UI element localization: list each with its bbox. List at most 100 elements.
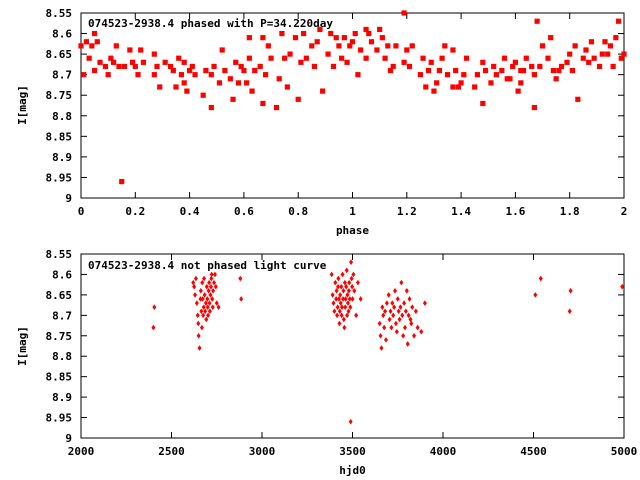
data-point xyxy=(381,312,386,319)
data-point xyxy=(205,296,210,302)
data-point xyxy=(382,55,388,61)
data-point xyxy=(395,296,400,302)
data-point xyxy=(352,30,358,37)
data-point xyxy=(287,51,293,57)
data-point xyxy=(407,296,412,302)
data-point xyxy=(151,324,156,331)
data-point xyxy=(207,308,212,315)
data-point xyxy=(208,72,214,78)
data-point xyxy=(504,76,510,82)
y-tick-label: 8.7 xyxy=(52,309,72,322)
data-point xyxy=(81,72,87,78)
data-point xyxy=(292,35,299,41)
y-tick-label: 8.95 xyxy=(46,412,73,425)
data-point xyxy=(212,279,217,286)
data-point xyxy=(89,43,95,49)
data-point xyxy=(157,84,163,90)
y-axis-title: I[mag] xyxy=(16,326,29,366)
data-point xyxy=(233,59,239,65)
data-point xyxy=(309,43,315,49)
data-point xyxy=(558,63,565,70)
data-point xyxy=(548,35,554,41)
data-point xyxy=(345,312,350,319)
y-tick-label: 8.95 xyxy=(46,171,73,184)
plot-frame xyxy=(80,253,625,439)
data-point xyxy=(249,88,255,94)
y-tick-label: 8.8 xyxy=(52,110,72,123)
data-point xyxy=(417,72,423,78)
data-point xyxy=(391,312,396,319)
data-point xyxy=(538,275,543,282)
data-point xyxy=(343,296,348,302)
data-point xyxy=(404,47,410,53)
data-point xyxy=(78,43,84,49)
data-point xyxy=(113,43,119,49)
data-point xyxy=(303,55,309,61)
data-point xyxy=(330,63,337,70)
data-point xyxy=(402,300,407,306)
x-tick-label: 0.2 xyxy=(125,205,145,218)
data-point xyxy=(401,332,406,339)
data-point xyxy=(382,324,387,331)
data-point xyxy=(458,80,464,86)
data-point xyxy=(575,96,581,102)
data-point xyxy=(235,80,242,86)
y-tick-label: 8.75 xyxy=(46,89,73,102)
data-point xyxy=(398,304,403,310)
data-point xyxy=(385,43,391,49)
data-point xyxy=(339,55,345,61)
data-point xyxy=(405,341,410,347)
data-point xyxy=(205,304,210,310)
data-point xyxy=(383,308,388,315)
data-point xyxy=(480,59,486,65)
data-point xyxy=(401,10,407,16)
data-point xyxy=(377,320,382,327)
data-point xyxy=(119,178,125,185)
data-point xyxy=(352,288,357,294)
data-point xyxy=(199,308,204,315)
data-point xyxy=(482,67,489,74)
x-tick-label: 1.4 xyxy=(451,205,471,218)
x-axis-title: phase xyxy=(336,224,369,237)
data-point xyxy=(591,55,597,61)
data-point xyxy=(396,308,401,315)
data-point xyxy=(214,300,219,306)
y-tick-label: 8.9 xyxy=(52,151,72,164)
data-point xyxy=(97,59,103,65)
data-point xyxy=(138,47,144,53)
x-tick-label: 3500 xyxy=(339,445,366,458)
data-point xyxy=(211,288,216,294)
data-point xyxy=(442,43,448,49)
data-point xyxy=(345,300,350,306)
data-point xyxy=(91,30,98,37)
y-tick-label: 8.65 xyxy=(46,48,73,61)
data-point xyxy=(415,324,420,331)
data-point xyxy=(409,43,415,49)
data-point xyxy=(586,59,592,65)
data-point xyxy=(428,59,434,65)
data-point xyxy=(334,296,339,302)
data-point xyxy=(341,316,346,323)
data-point xyxy=(211,63,217,70)
data-point xyxy=(550,67,557,74)
data-point xyxy=(252,67,258,74)
data-point xyxy=(284,84,290,90)
data-point xyxy=(203,300,208,306)
data-point xyxy=(392,304,397,310)
data-point xyxy=(349,259,354,265)
data-point xyxy=(257,63,263,70)
data-point xyxy=(531,104,538,111)
data-point xyxy=(610,63,616,70)
data-point xyxy=(196,332,201,339)
data-point xyxy=(406,63,413,70)
data-point xyxy=(333,279,338,286)
data-point xyxy=(330,292,335,298)
data-point xyxy=(343,304,348,310)
data-point xyxy=(344,267,349,274)
y-tick-label: 8.7 xyxy=(52,69,72,82)
data-point xyxy=(368,39,375,45)
data-point xyxy=(342,279,347,286)
data-point xyxy=(419,328,424,335)
data-point xyxy=(337,320,342,327)
